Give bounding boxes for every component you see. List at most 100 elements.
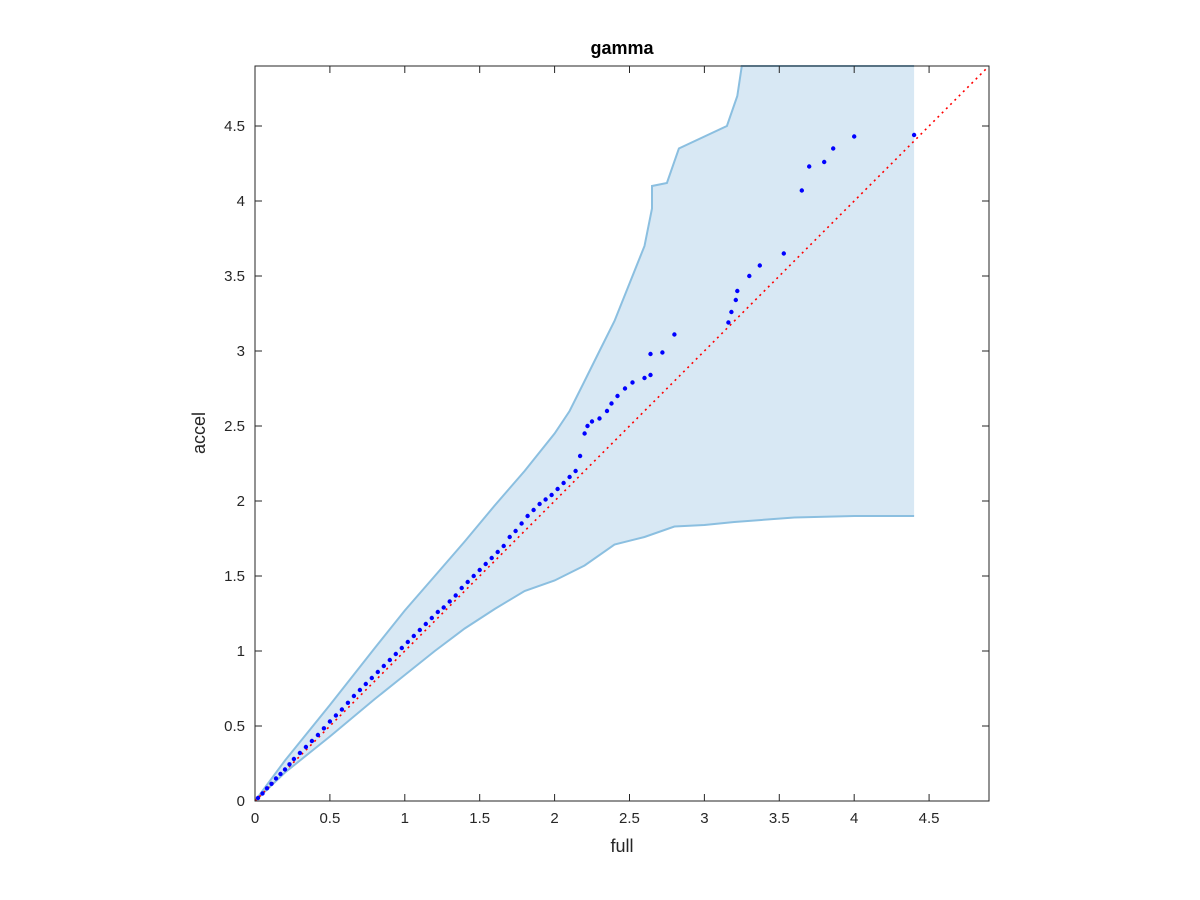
- data-point: [453, 593, 458, 598]
- plot-area-frame: [254, 65, 990, 802]
- y-tick-label: 4.5: [224, 118, 245, 135]
- data-point: [735, 288, 740, 294]
- data-point: [375, 669, 380, 675]
- data-point: [483, 561, 488, 567]
- data-point: [609, 401, 614, 406]
- y-axis-ticks: 0 0.5 1 1.5 2 2.5 3 3.5 4 4.5: [224, 118, 989, 810]
- data-point: [495, 549, 500, 555]
- x-tick-label: 4: [850, 810, 858, 827]
- y-tick-label: 3.5: [224, 268, 245, 285]
- x-tick-label: 2.5: [619, 810, 640, 827]
- data-point: [582, 431, 587, 436]
- data-point: [648, 351, 653, 357]
- data-point: [589, 419, 595, 424]
- data-point: [567, 474, 572, 480]
- data-point: [393, 651, 398, 657]
- band-lower-edge: [254, 515, 915, 802]
- data-point: [287, 762, 292, 767]
- data-point: [315, 732, 321, 738]
- reference-line-layer: [254, 65, 990, 802]
- data-point: [822, 159, 827, 165]
- data-point: [297, 750, 303, 756]
- data-point: [555, 486, 560, 492]
- data-point: [260, 791, 265, 796]
- y-tick-label: 4: [237, 193, 245, 210]
- data-point: [399, 645, 404, 651]
- data-point: [369, 675, 374, 681]
- x-tick-label: 3.5: [769, 810, 790, 827]
- data-point: [781, 251, 786, 256]
- data-point: [561, 480, 566, 486]
- data-point: [543, 497, 548, 502]
- data-point: [597, 416, 602, 421]
- y-tick-label: 0.5: [224, 718, 245, 735]
- data-point: [577, 453, 583, 459]
- data-points: [255, 132, 917, 801]
- data-point: [757, 263, 762, 268]
- data-point: [339, 707, 345, 712]
- data-point: [747, 273, 752, 279]
- data-point: [381, 663, 386, 669]
- x-tick-label: 3: [700, 810, 708, 827]
- data-point: [333, 713, 339, 718]
- data-point: [345, 700, 351, 705]
- data-point: [489, 555, 494, 561]
- y-tick-label: 2.5: [224, 418, 245, 435]
- data-point: [501, 543, 506, 549]
- data-point: [642, 375, 647, 381]
- data-point: [327, 719, 333, 724]
- data-point: [357, 687, 363, 693]
- data-point: [269, 781, 274, 786]
- data-point: [660, 350, 665, 355]
- data-point: [423, 621, 428, 627]
- data-point: [507, 534, 512, 540]
- data-point: [807, 164, 812, 169]
- x-axis-label: full: [610, 836, 633, 856]
- data-point: [648, 372, 653, 378]
- data-point: [831, 146, 836, 151]
- data-point: [471, 573, 476, 579]
- data-point: [615, 393, 620, 399]
- data-point: [513, 528, 518, 534]
- x-tick-label: 0.5: [319, 810, 340, 827]
- y-tick-label: 3: [237, 343, 245, 360]
- y-tick-label: 2: [237, 493, 245, 510]
- data-point: [604, 408, 610, 414]
- y-tick-label: 0: [237, 793, 245, 810]
- y-axis-label: accel: [189, 412, 209, 454]
- data-point: [622, 386, 628, 391]
- data-point: [465, 579, 470, 585]
- data-point: [351, 693, 357, 699]
- data-point: [278, 771, 283, 777]
- x-tick-label: 4.5: [919, 810, 940, 827]
- data-point: [573, 468, 578, 474]
- data-point: [447, 599, 452, 604]
- data-point: [405, 639, 410, 645]
- data-point: [630, 380, 635, 385]
- data-point: [291, 756, 297, 762]
- data-point: [525, 513, 530, 519]
- data-point: [519, 521, 524, 526]
- data-point: [273, 776, 279, 781]
- reference-line: [254, 65, 990, 802]
- data-point: [537, 501, 542, 507]
- data-point: [911, 132, 917, 138]
- data-point: [282, 767, 288, 772]
- y-tick-label: 1: [237, 643, 245, 660]
- data-point: [585, 423, 590, 429]
- data-point: [477, 567, 482, 573]
- x-axis-ticks: 0 0.5 1 1.5 2 2.5 3 3.5 4 4.5: [251, 66, 940, 827]
- x-tick-label: 1.5: [469, 810, 490, 827]
- data-point: [429, 615, 434, 621]
- data-point: [411, 633, 416, 639]
- data-point: [549, 492, 554, 498]
- data-point: [387, 657, 392, 663]
- data-point: [852, 134, 857, 139]
- data-point: [531, 507, 536, 513]
- data-point: [363, 681, 368, 687]
- x-tick-label: 2: [550, 810, 558, 827]
- data-point: [726, 320, 731, 325]
- data-point: [255, 795, 261, 801]
- data-point: [729, 309, 734, 315]
